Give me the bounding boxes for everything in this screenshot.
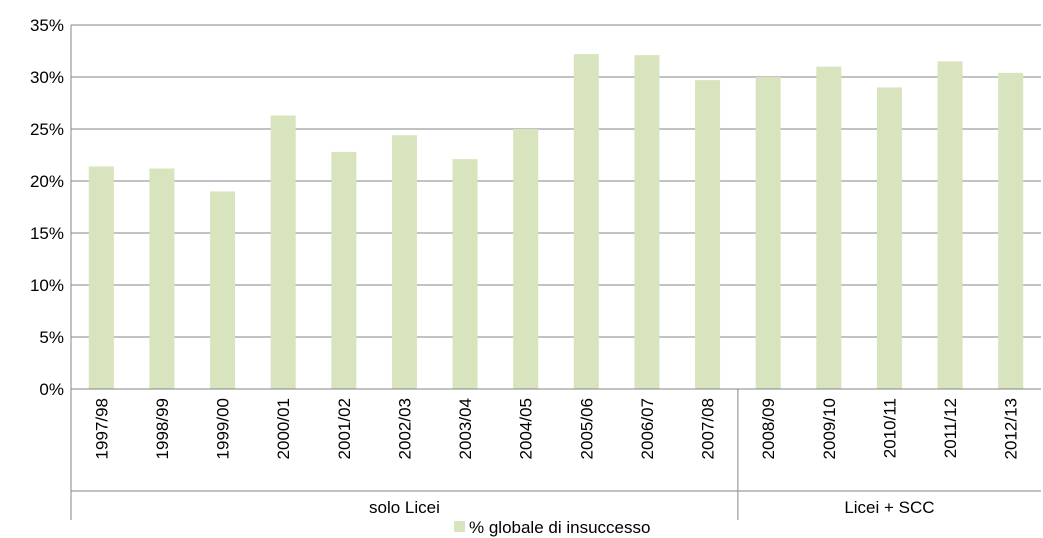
y-tick-label: 10% [30, 276, 64, 295]
bar [452, 159, 478, 389]
x-tick-label: 1998/99 [153, 398, 172, 459]
x-tick-label: 2010/11 [880, 398, 899, 458]
y-tick-label: 25% [30, 120, 64, 139]
x-tick-label: 2011/12 [941, 398, 960, 458]
y-tick-label: 20% [30, 172, 64, 191]
legend: % globale di insuccesso [454, 518, 650, 537]
x-tick-label: 2008/09 [759, 398, 778, 459]
x-tick-label: 1997/98 [92, 398, 111, 459]
bar [634, 55, 660, 389]
x-tick-label: 2006/07 [638, 398, 657, 459]
bar [816, 66, 842, 389]
bar [270, 115, 296, 389]
bar [998, 72, 1024, 389]
y-tick-label: 15% [30, 224, 64, 243]
bars [88, 54, 1024, 390]
y-tick-label: 35% [30, 16, 64, 35]
x-tick-label: 2001/02 [335, 398, 354, 459]
bar [331, 151, 357, 389]
x-tick-label: 2003/04 [456, 398, 475, 459]
bar [573, 54, 599, 390]
y-tick-label: 5% [39, 328, 64, 347]
bar [149, 168, 175, 389]
x-tick-label: 2000/01 [274, 398, 293, 459]
legend-swatch [454, 521, 465, 532]
legend-label: % globale di insuccesso [469, 518, 650, 537]
x-tick-labels: 1997/98 1998/99 1999/00 2000/01 2001/02 2002/… [92, 398, 1020, 459]
x-tick-label: 2012/13 [1002, 398, 1021, 459]
group-labels: solo Licei Licei + SCC [369, 498, 935, 517]
y-tick-labels: 0% 5% 10% 15% 20% 25% 30% 35% [30, 16, 64, 399]
bar [937, 61, 963, 390]
bar [876, 87, 902, 390]
bar [210, 191, 236, 389]
x-tick-label: 2004/05 [517, 398, 536, 459]
y-tick-label: 0% [39, 380, 64, 399]
x-tick-label: 2009/10 [820, 398, 839, 459]
y-tick-label: 30% [30, 68, 64, 87]
x-tick-label: 2002/03 [395, 398, 414, 459]
group-label: solo Licei [369, 498, 440, 517]
bar [88, 166, 114, 389]
bar [513, 129, 539, 389]
x-tick-label: 1999/00 [214, 398, 233, 459]
axes [70, 25, 1041, 520]
bar [755, 77, 781, 389]
bar [695, 80, 721, 390]
x-tick-label: 2005/06 [577, 398, 596, 459]
x-tick-label: 2007/08 [699, 398, 718, 459]
group-label: Licei + SCC [844, 498, 934, 517]
bar [391, 135, 417, 389]
